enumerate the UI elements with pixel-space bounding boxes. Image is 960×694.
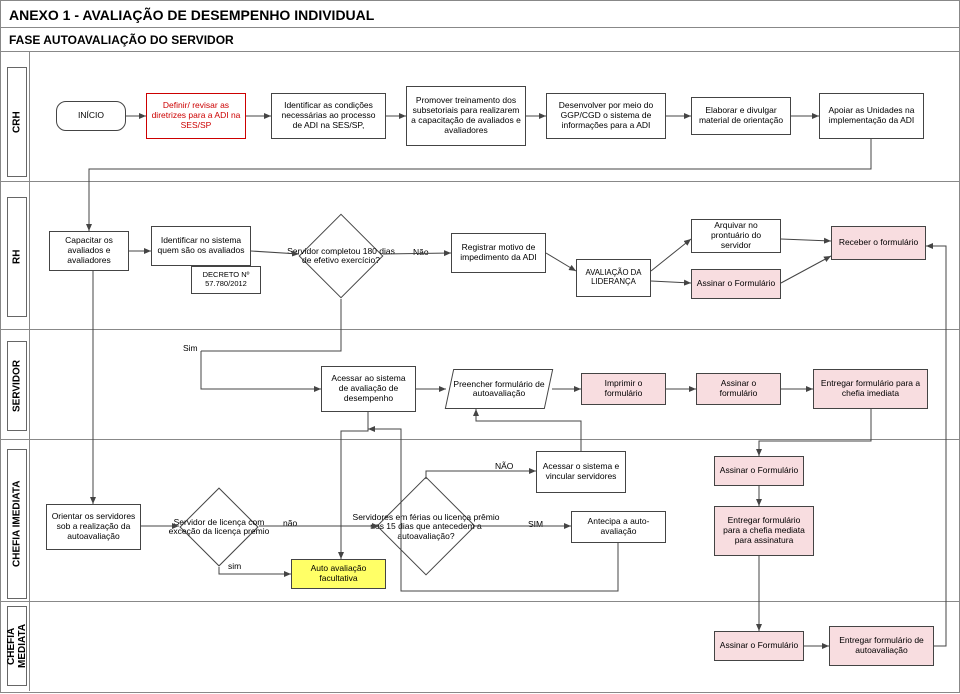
diamond-licenca-text: Servidor de licença com exceção da licen… [163,503,275,551]
acessar-vinc-box: Acessar o sistema e vincular servidores [536,451,626,493]
assinar-form-ci: Assinar o Formulário [714,456,804,486]
lane-div [1,601,959,602]
lane-div [1,329,959,330]
aval-lideranca-box: AVALIAÇÃO DA LIDERANÇA [576,259,651,297]
lane-rh: RH [7,197,27,317]
acessar-box: Acessar ao sistema de avaliação de desem… [321,366,416,412]
label-NAO-big: NÃO [493,461,515,471]
promover-box: Promover treinamento dos subsetoriais pa… [406,86,526,146]
vline [29,51,30,691]
divider [1,27,959,28]
desenvolver-box: Desenvolver por meio do GGP/CGD o sistem… [546,93,666,139]
lane-chefia-imediata: CHEFIA IMEDIATA [7,449,27,599]
divider [1,51,959,52]
label-sim-servidor: Sim [181,343,200,353]
label-nao-rh: Não [411,247,431,257]
diamond-180-text: Servidor completou 180 dias de efetivo e… [286,231,396,281]
orientar-box: Orientar os servidores sob a realização … [46,504,141,550]
entregar-cm-box: Entregar formulário de autoavaliação [829,626,934,666]
assinar-form-rh: Assinar o Formulário [691,269,781,299]
registrar-box: Registrar motivo de impedimento da ADI [451,233,546,273]
label-sim-ci: sim [226,561,243,571]
entregar-ci-box: Entregar formulário para a chefia mediat… [714,506,814,556]
imprimir-box: Imprimir o formulário [581,373,666,405]
lane-div [1,439,959,440]
page-subtitle: FASE AUTOAVALIAÇÃO DO SERVIDOR [9,33,234,47]
label-SIM-big: SIM [526,519,545,529]
lane-chefia-mediata: CHEFIA MEDIATA [7,606,27,686]
label-nao-ci: não [281,518,299,528]
receber-box: Receber o formulário [831,226,926,260]
definir-box: Definir/ revisar as diretrizes para a AD… [146,93,246,139]
entregar-servidor-box: Entregar formulário para a chefia imedia… [813,369,928,409]
lane-servidor: SERVIDOR [7,341,27,431]
arquivar-box: Arquivar no prontuário do servidor [691,219,781,253]
identificar-cond-box: Identificar as condições necessárias ao … [271,93,386,139]
identificar-sist-box: Identificar no sistema quem são os avali… [151,226,251,266]
decreto-box: DECRETO Nº 57.780/2012 [191,266,261,294]
diamond-ferias-text: Servidores em férias ou licença prêmio n… [351,499,501,555]
lane-div [1,181,959,182]
assinar-servidor-box: Assinar o formulário [696,373,781,405]
antecipa-box: Antecipa a auto-avaliação [571,511,666,543]
capacitar-box: Capacitar os avaliados e avaliadores [49,231,129,271]
assinar-form-cm: Assinar o Formulário [714,631,804,661]
page-container: ANEXO 1 - AVALIAÇÃO DE DESEMPENHO INDIVI… [0,0,960,693]
page-title: ANEXO 1 - AVALIAÇÃO DE DESEMPENHO INDIVI… [9,7,374,23]
apoiar-box: Apoiar as Unidades na implementação da A… [819,93,924,139]
lane-crh: CRH [7,67,27,177]
preencher-text: Preencher formulário de autoavaliação [446,369,552,409]
auto-fac-box: Auto avaliação facultativa [291,559,386,589]
inicio-terminator: INÍCIO [56,101,126,131]
elaborar-box: Elaborar e divulgar material de orientaç… [691,97,791,135]
